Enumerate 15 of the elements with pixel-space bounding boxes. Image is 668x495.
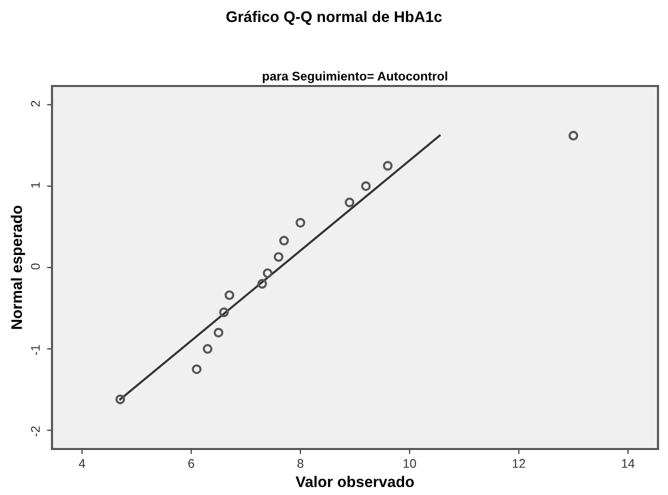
y-tick-label: 1: [31, 182, 40, 188]
x-tick-label: 12: [512, 459, 526, 468]
y-tick-label: -1: [31, 344, 40, 355]
x-tick-label: 14: [622, 459, 635, 468]
x-tick-label: 4: [78, 459, 86, 468]
x-tick-label: 8: [297, 459, 304, 468]
x-tick-label: 10: [404, 459, 416, 468]
chart-title: Gráfico Q-Q normal de HbA1c: [226, 10, 442, 25]
y-tick-label: 2: [30, 100, 40, 107]
chart-subtitle: para Seguimiento= Autocontrol: [262, 71, 448, 84]
x-axis-title: Valor observado: [296, 476, 414, 488]
x-tick-label: 6: [188, 459, 194, 468]
y-tick-label: 0: [30, 263, 40, 270]
y-axis-title: Normal esperado: [10, 206, 26, 329]
y-tick-label: -2: [30, 426, 40, 436]
